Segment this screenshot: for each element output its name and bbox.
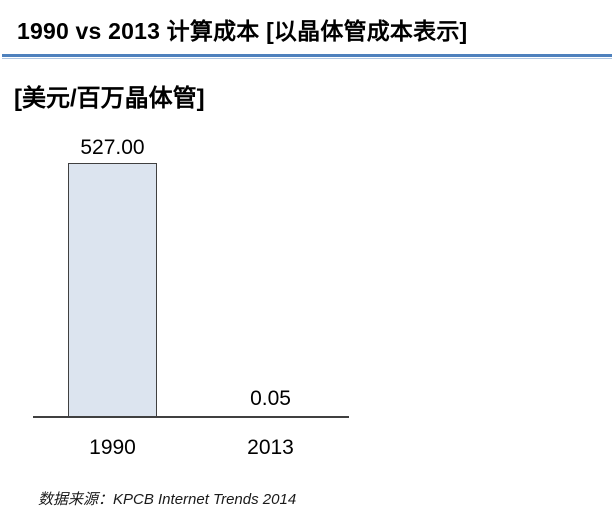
title-divider-thick-line [2, 54, 612, 57]
x-axis-label-2013: 2013 [247, 436, 294, 459]
title-divider [2, 54, 612, 59]
chart-unit-subtitle: [美元/百万晶体管] [14, 85, 205, 112]
title-divider-thin-line [2, 58, 612, 59]
source-note: 数据来源：KPCB Internet Trends 2014 [38, 491, 297, 508]
x-axis-label-1990: 1990 [89, 436, 136, 459]
bar-value-label-2013: 0.05 [250, 387, 291, 410]
bar-value-label-1990: 527.00 [80, 136, 145, 159]
bar-1990 [68, 163, 157, 417]
x-axis-line [33, 416, 349, 418]
page-title: 1990 vs 2013 计算成本 [以晶体管成本表示] [17, 18, 468, 44]
